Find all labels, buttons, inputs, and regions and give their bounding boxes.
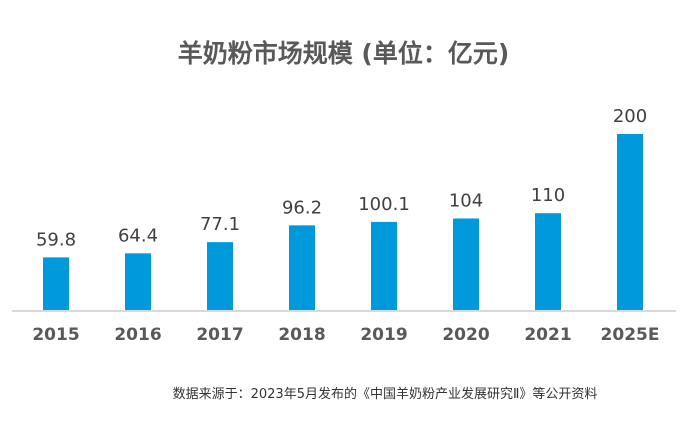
x-tick-label: 2015 <box>32 325 79 345</box>
x-tick-label: 2020 <box>442 325 489 345</box>
bar-2021 <box>535 213 561 310</box>
data-label: 77.1 <box>200 214 240 235</box>
x-tick-label: 2025E <box>601 325 660 345</box>
source-note: 数据来源于：2023年5月发布的《中国羊奶粉产业发展研究Ⅱ》等公开资料 <box>172 387 598 402</box>
x-tick-label: 2016 <box>114 325 161 345</box>
x-tick-label: 2018 <box>278 325 325 345</box>
data-label: 200 <box>613 106 647 127</box>
bar-2018 <box>289 225 315 310</box>
data-label: 64.4 <box>118 225 158 246</box>
bar-2015 <box>43 257 69 310</box>
x-tick-label: 2021 <box>524 325 571 345</box>
data-label: 59.8 <box>36 229 76 250</box>
x-tick-label: 2017 <box>196 325 243 345</box>
bar-2025E <box>617 134 643 310</box>
bar-2016 <box>125 253 151 310</box>
chart-title: 羊奶粉市场规模 (单位：亿元) <box>177 39 510 68</box>
bar-2019 <box>371 221 397 310</box>
data-label: 96.2 <box>282 197 322 218</box>
x-tick-label: 2019 <box>360 325 407 345</box>
bar-2017 <box>207 242 233 310</box>
bar-2020 <box>453 218 479 310</box>
data-label: 104 <box>449 190 483 211</box>
data-label: 110 <box>531 185 565 206</box>
data-label: 100.1 <box>358 194 410 215</box>
